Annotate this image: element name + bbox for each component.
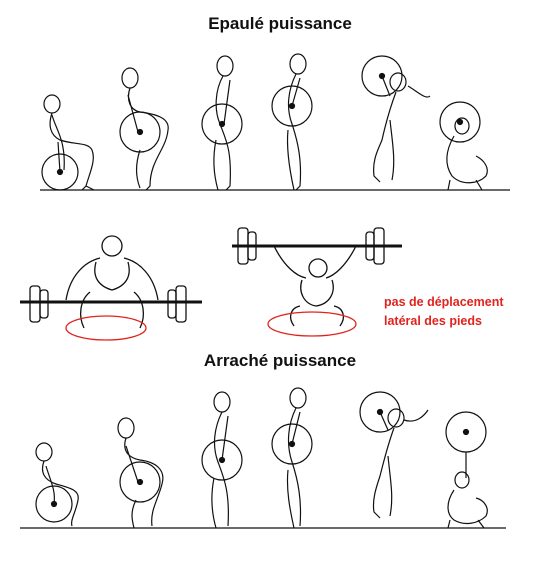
clean-frame-1 (41, 94, 95, 191)
snatch-frame-6 (445, 411, 488, 529)
snatch-frame-3 (201, 391, 243, 529)
snatch-frame-5 (359, 391, 429, 519)
snatch-frame-2 (117, 417, 164, 529)
clean-frame-5 (361, 55, 431, 183)
clean-frame-4 (271, 53, 313, 191)
note-line-2: latéral des pieds (384, 314, 482, 328)
note-line-1: pas de déplacement (384, 295, 504, 309)
overhead-squat-front (232, 227, 402, 337)
title-power-snatch: Arraché puissance (203, 351, 357, 370)
clean-frame-6 (439, 101, 488, 191)
snatch-frame-4 (271, 387, 313, 529)
power-clean-sequence (40, 53, 510, 191)
clean-frame-3 (201, 55, 243, 191)
power-snatch-sequence (20, 387, 506, 529)
title-power-clean: Epaulé puissance (208, 14, 352, 33)
front-view-squat (20, 235, 202, 341)
snatch-frame-1 (35, 442, 79, 527)
clean-frame-2 (119, 67, 169, 191)
